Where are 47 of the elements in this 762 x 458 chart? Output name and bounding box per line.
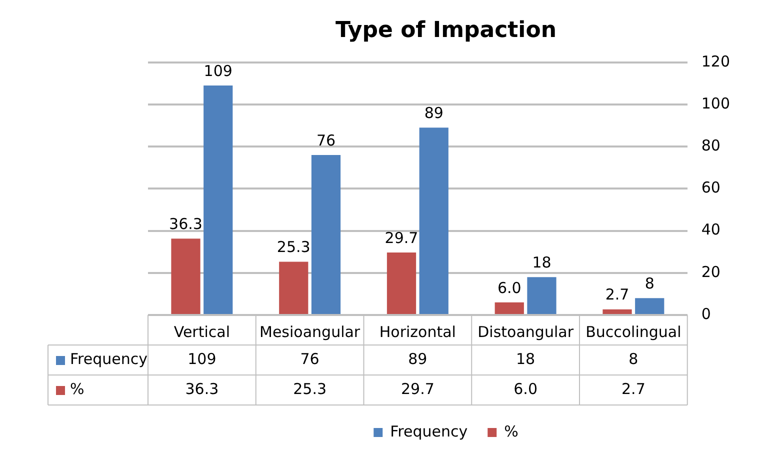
bar — [494, 302, 524, 314]
y-tick-label: 100 — [701, 94, 730, 112]
data-label: 76 — [300, 350, 320, 368]
text: 109 — [204, 62, 232, 80]
y-tick-label: 20 — [701, 262, 720, 281]
bar — [386, 252, 416, 314]
bar — [419, 128, 448, 314]
data-label: 2.7 — [622, 380, 646, 398]
x-tick-label: Vertical — [174, 322, 230, 341]
text: 6.0 — [497, 278, 522, 297]
data-label: 18 — [516, 350, 536, 368]
bar — [527, 277, 556, 314]
legend-label: % — [504, 422, 518, 440]
y-tick-label: 80 — [701, 136, 720, 154]
x-tick-label: Distoangular — [478, 322, 574, 341]
data-label: 6.0 — [514, 380, 538, 398]
text: 29.7 — [384, 228, 418, 247]
x-tick-label: Buccolingual — [586, 322, 682, 341]
y-tick-label: 120 — [701, 52, 730, 70]
x-tick-label: Horizontal — [379, 322, 456, 341]
text: 89 — [424, 104, 444, 122]
x-tick-label: Mesioangular — [260, 322, 361, 341]
data-label: 109 — [188, 350, 216, 368]
chart-title: Type of Impaction — [336, 18, 556, 43]
bar — [279, 262, 308, 314]
data-label: 89 — [408, 350, 428, 368]
legend-label: Frequency — [70, 350, 148, 368]
bar — [635, 298, 664, 314]
bar — [602, 309, 632, 314]
y-tick-label: 60 — [701, 178, 720, 197]
text: 36.3 — [169, 214, 202, 233]
bar — [171, 238, 200, 314]
data-label: 8 — [628, 350, 638, 368]
text: Frequency — [390, 422, 468, 440]
text: 8 — [644, 274, 654, 293]
bar — [204, 86, 233, 314]
y-tick-label: 0 — [701, 304, 711, 323]
text: 2.7 — [605, 286, 630, 304]
data-label: 25.3 — [293, 380, 327, 398]
text: % — [70, 380, 84, 398]
data-label: 36.3 — [185, 380, 219, 398]
bar — [311, 155, 341, 314]
text: 76 — [316, 131, 336, 150]
data-label: 29.7 — [400, 380, 434, 398]
y-tick-label: 40 — [701, 220, 720, 239]
text: 18 — [532, 254, 552, 272]
text: 25.3 — [276, 238, 310, 256]
